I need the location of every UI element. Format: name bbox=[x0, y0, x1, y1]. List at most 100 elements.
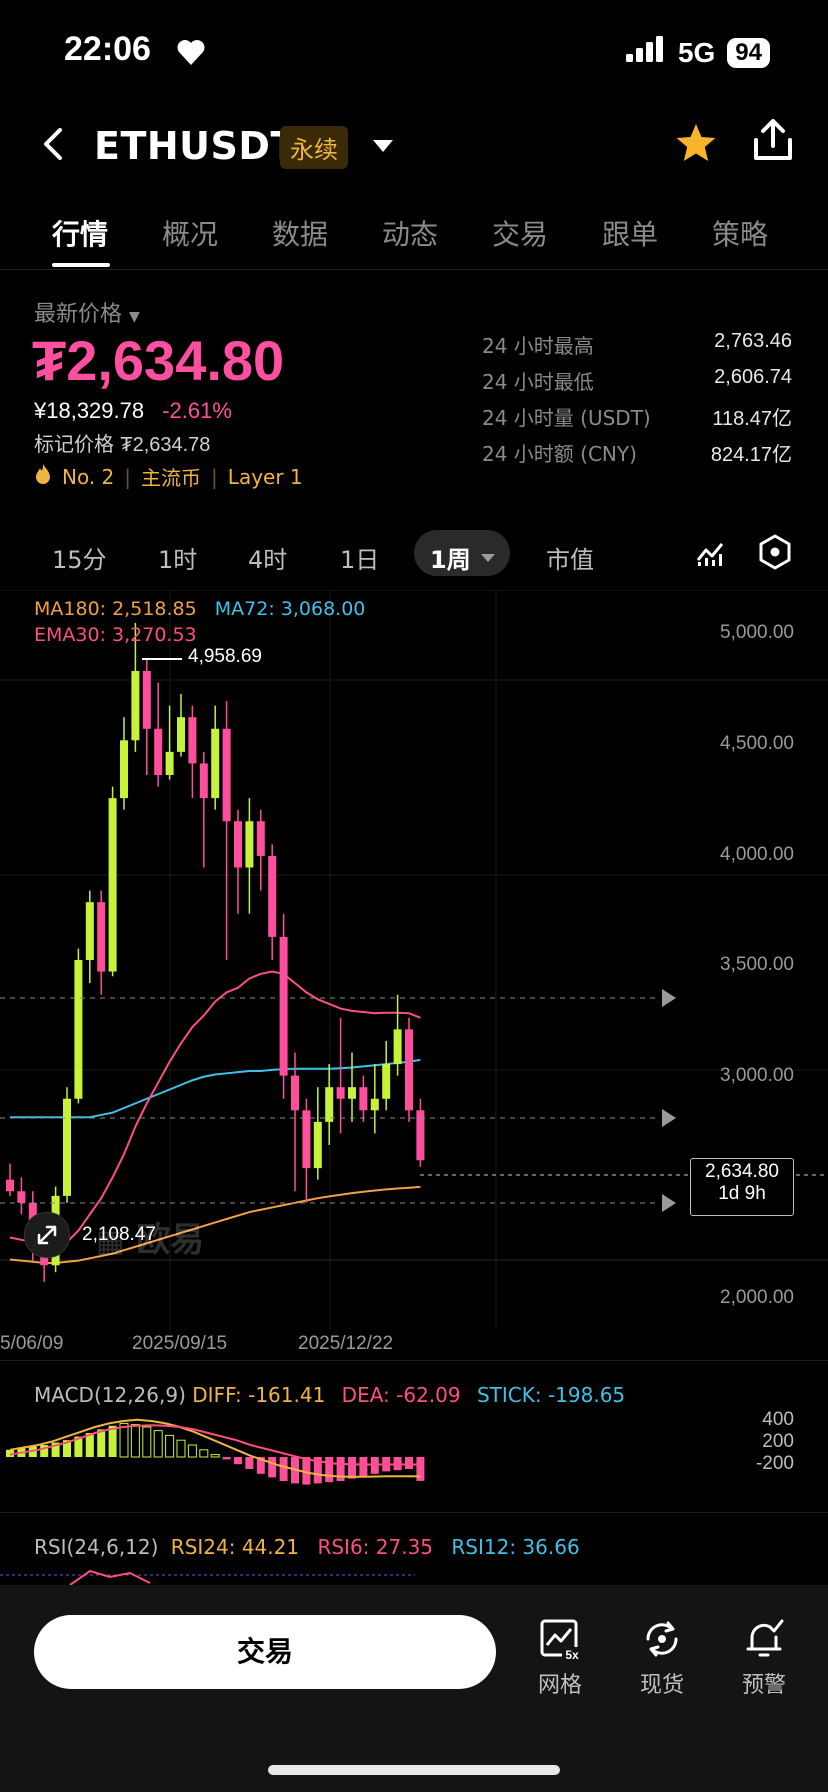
macd-bar bbox=[176, 1439, 186, 1458]
signal-icon bbox=[625, 36, 666, 69]
macd-bar bbox=[336, 1457, 345, 1481]
macd-bar bbox=[187, 1444, 197, 1458]
interval-4h[interactable]: 4时 bbox=[248, 546, 288, 574]
candle-body bbox=[359, 1087, 368, 1111]
expand-chart-button[interactable] bbox=[24, 1212, 70, 1258]
interval-1h[interactable]: 1时 bbox=[158, 546, 198, 574]
chevron-down-icon[interactable] bbox=[372, 138, 394, 157]
interval-15m[interactable]: 15分 bbox=[52, 546, 107, 574]
last-price-label[interactable]: 最新价格 ▼ bbox=[34, 302, 140, 327]
rsi6-value: RSI6: 27.35 bbox=[317, 1535, 434, 1559]
candles bbox=[6, 622, 425, 1282]
macd-bar bbox=[256, 1457, 265, 1474]
spot-exchange-icon bbox=[646, 1621, 678, 1657]
macd-label: MACD(12,26,9) bbox=[34, 1383, 186, 1407]
macd-dea-line bbox=[9, 1424, 421, 1466]
macd-scale-tick: 200 bbox=[762, 1431, 794, 1452]
watermark: ▦ 欧易 bbox=[96, 1212, 204, 1261]
candle-body bbox=[188, 717, 197, 764]
stat-24h-low: 24 小时最低 2,606.74 bbox=[482, 366, 792, 395]
macd-bar bbox=[245, 1457, 254, 1469]
macd-bar bbox=[348, 1457, 356, 1479]
candle-body bbox=[234, 821, 242, 868]
separator: | bbox=[211, 464, 218, 489]
interval-1w[interactable]: 1周 bbox=[430, 546, 471, 574]
rsi12-value: RSI12: 36.66 bbox=[451, 1535, 580, 1559]
ma180-value: MA180: 2,518.85 bbox=[34, 598, 197, 620]
macd-bar bbox=[268, 1457, 277, 1478]
macd-bar bbox=[108, 1425, 117, 1457]
layer-tag[interactable]: Layer 1 bbox=[227, 464, 303, 489]
rank-tag[interactable]: No. 2 bbox=[62, 464, 115, 489]
macd-diff-line bbox=[9, 1418, 421, 1478]
macd-bar bbox=[405, 1457, 413, 1469]
macd-dea: DEA: -62.09 bbox=[341, 1383, 461, 1407]
flame-icon bbox=[34, 463, 52, 490]
candle-body bbox=[74, 960, 83, 1099]
heart-icon bbox=[176, 38, 206, 70]
candle-body bbox=[416, 1110, 425, 1161]
candle-body bbox=[393, 1029, 402, 1065]
x-tick: 5/06/09 bbox=[0, 1333, 64, 1354]
star-icon[interactable] bbox=[674, 122, 718, 168]
tab-data[interactable]: 数据 bbox=[272, 218, 329, 251]
high-label: 4,958.69 bbox=[188, 646, 262, 667]
share-icon[interactable] bbox=[752, 118, 794, 166]
grid-badge: 5x bbox=[565, 1648, 579, 1661]
symbol-title[interactable]: ETHUSDT bbox=[94, 124, 297, 168]
chart-area[interactable]: MA180: 2,518.85 MA72: 3,068.00 EMA30: 3,… bbox=[0, 590, 828, 1354]
candle-body bbox=[405, 1029, 413, 1111]
candle-body bbox=[279, 936, 288, 1076]
y-tick: 3,000.00 bbox=[720, 1065, 794, 1086]
macd-panel[interactable]: MACD(12,26,9) DIFF: -161.41 DEA: -62.09 … bbox=[0, 1360, 828, 1511]
stat-value: 2,763.46 bbox=[714, 330, 792, 352]
candle-body bbox=[348, 1087, 356, 1099]
rsi-panel[interactable]: RSI(24,6,12) RSI24: 44.21 RSI6: 27.35 RS… bbox=[0, 1512, 828, 1586]
candlestick-chart[interactable] bbox=[0, 590, 828, 1330]
interval-1d[interactable]: 1日 bbox=[340, 546, 380, 574]
price-cny-row: ¥18,329.78 -2.61% bbox=[34, 398, 232, 424]
header: ETHUSDT 永续 bbox=[0, 110, 828, 180]
alert-button[interactable]: 预警 bbox=[724, 1617, 804, 1699]
interval-market-cap[interactable]: 市值 bbox=[546, 546, 594, 574]
candle-body bbox=[177, 717, 185, 752]
tab-overview[interactable]: 概况 bbox=[162, 218, 219, 251]
rsi24-value: RSI24: 44.21 bbox=[170, 1535, 300, 1559]
macd-diff: DIFF: -161.41 bbox=[192, 1383, 326, 1407]
separator: | bbox=[124, 464, 132, 489]
tab-copy-trading[interactable]: 跟单 bbox=[602, 218, 659, 251]
tab-news[interactable]: 动态 bbox=[382, 218, 439, 251]
high-marker-line bbox=[142, 658, 182, 660]
hexagon-settings-icon[interactable] bbox=[758, 534, 792, 574]
grid-trading-button[interactable]: 5x 网格 bbox=[520, 1617, 600, 1699]
macd-bar bbox=[97, 1429, 106, 1457]
macd-scale-tick: -200 bbox=[755, 1453, 794, 1474]
tab-market[interactable]: 行情 bbox=[52, 218, 109, 251]
main-tabs: 行情 概况 数据 动态 交易 跟单 策略 bbox=[0, 205, 828, 270]
stat-label: 24 小时最高 bbox=[482, 334, 594, 358]
y-tick: 5,000.00 bbox=[720, 622, 794, 643]
spot-button[interactable]: 现货 bbox=[622, 1617, 702, 1699]
stat-24h-turnover: 24 小时额 (CNY) 824.17亿 bbox=[482, 438, 792, 467]
indicator-settings-icon[interactable] bbox=[694, 536, 726, 572]
macd-bar bbox=[85, 1433, 94, 1457]
okx-logo-icon: ▦ bbox=[96, 1224, 125, 1259]
macd-bar bbox=[234, 1457, 242, 1465]
trade-button[interactable]: 交易 bbox=[34, 1615, 496, 1689]
stat-value: 2,606.74 bbox=[714, 366, 792, 388]
candle-body bbox=[85, 902, 94, 960]
bottom-action-bar: 交易 5x 网格 现货 预警 bbox=[0, 1585, 828, 1792]
rsi-legend: RSI(24,6,12) RSI24: 44.21 RSI6: 27.35 RS… bbox=[34, 1535, 580, 1559]
macd-bar bbox=[359, 1457, 368, 1477]
tab-strategy[interactable]: 策略 bbox=[712, 218, 769, 251]
watermark-text: 欧易 bbox=[136, 1220, 205, 1260]
candle-body bbox=[256, 821, 265, 856]
tab-trade[interactable]: 交易 bbox=[492, 218, 549, 251]
macd-scale-tick: 400 bbox=[762, 1409, 794, 1430]
category-tag[interactable]: 主流币 bbox=[141, 466, 202, 490]
mark-price: ₮2,634.78 bbox=[120, 434, 211, 456]
back-icon[interactable] bbox=[40, 126, 66, 166]
macd-bar bbox=[199, 1449, 209, 1458]
candle-body bbox=[222, 728, 231, 822]
macd-chart bbox=[6, 1418, 425, 1485]
